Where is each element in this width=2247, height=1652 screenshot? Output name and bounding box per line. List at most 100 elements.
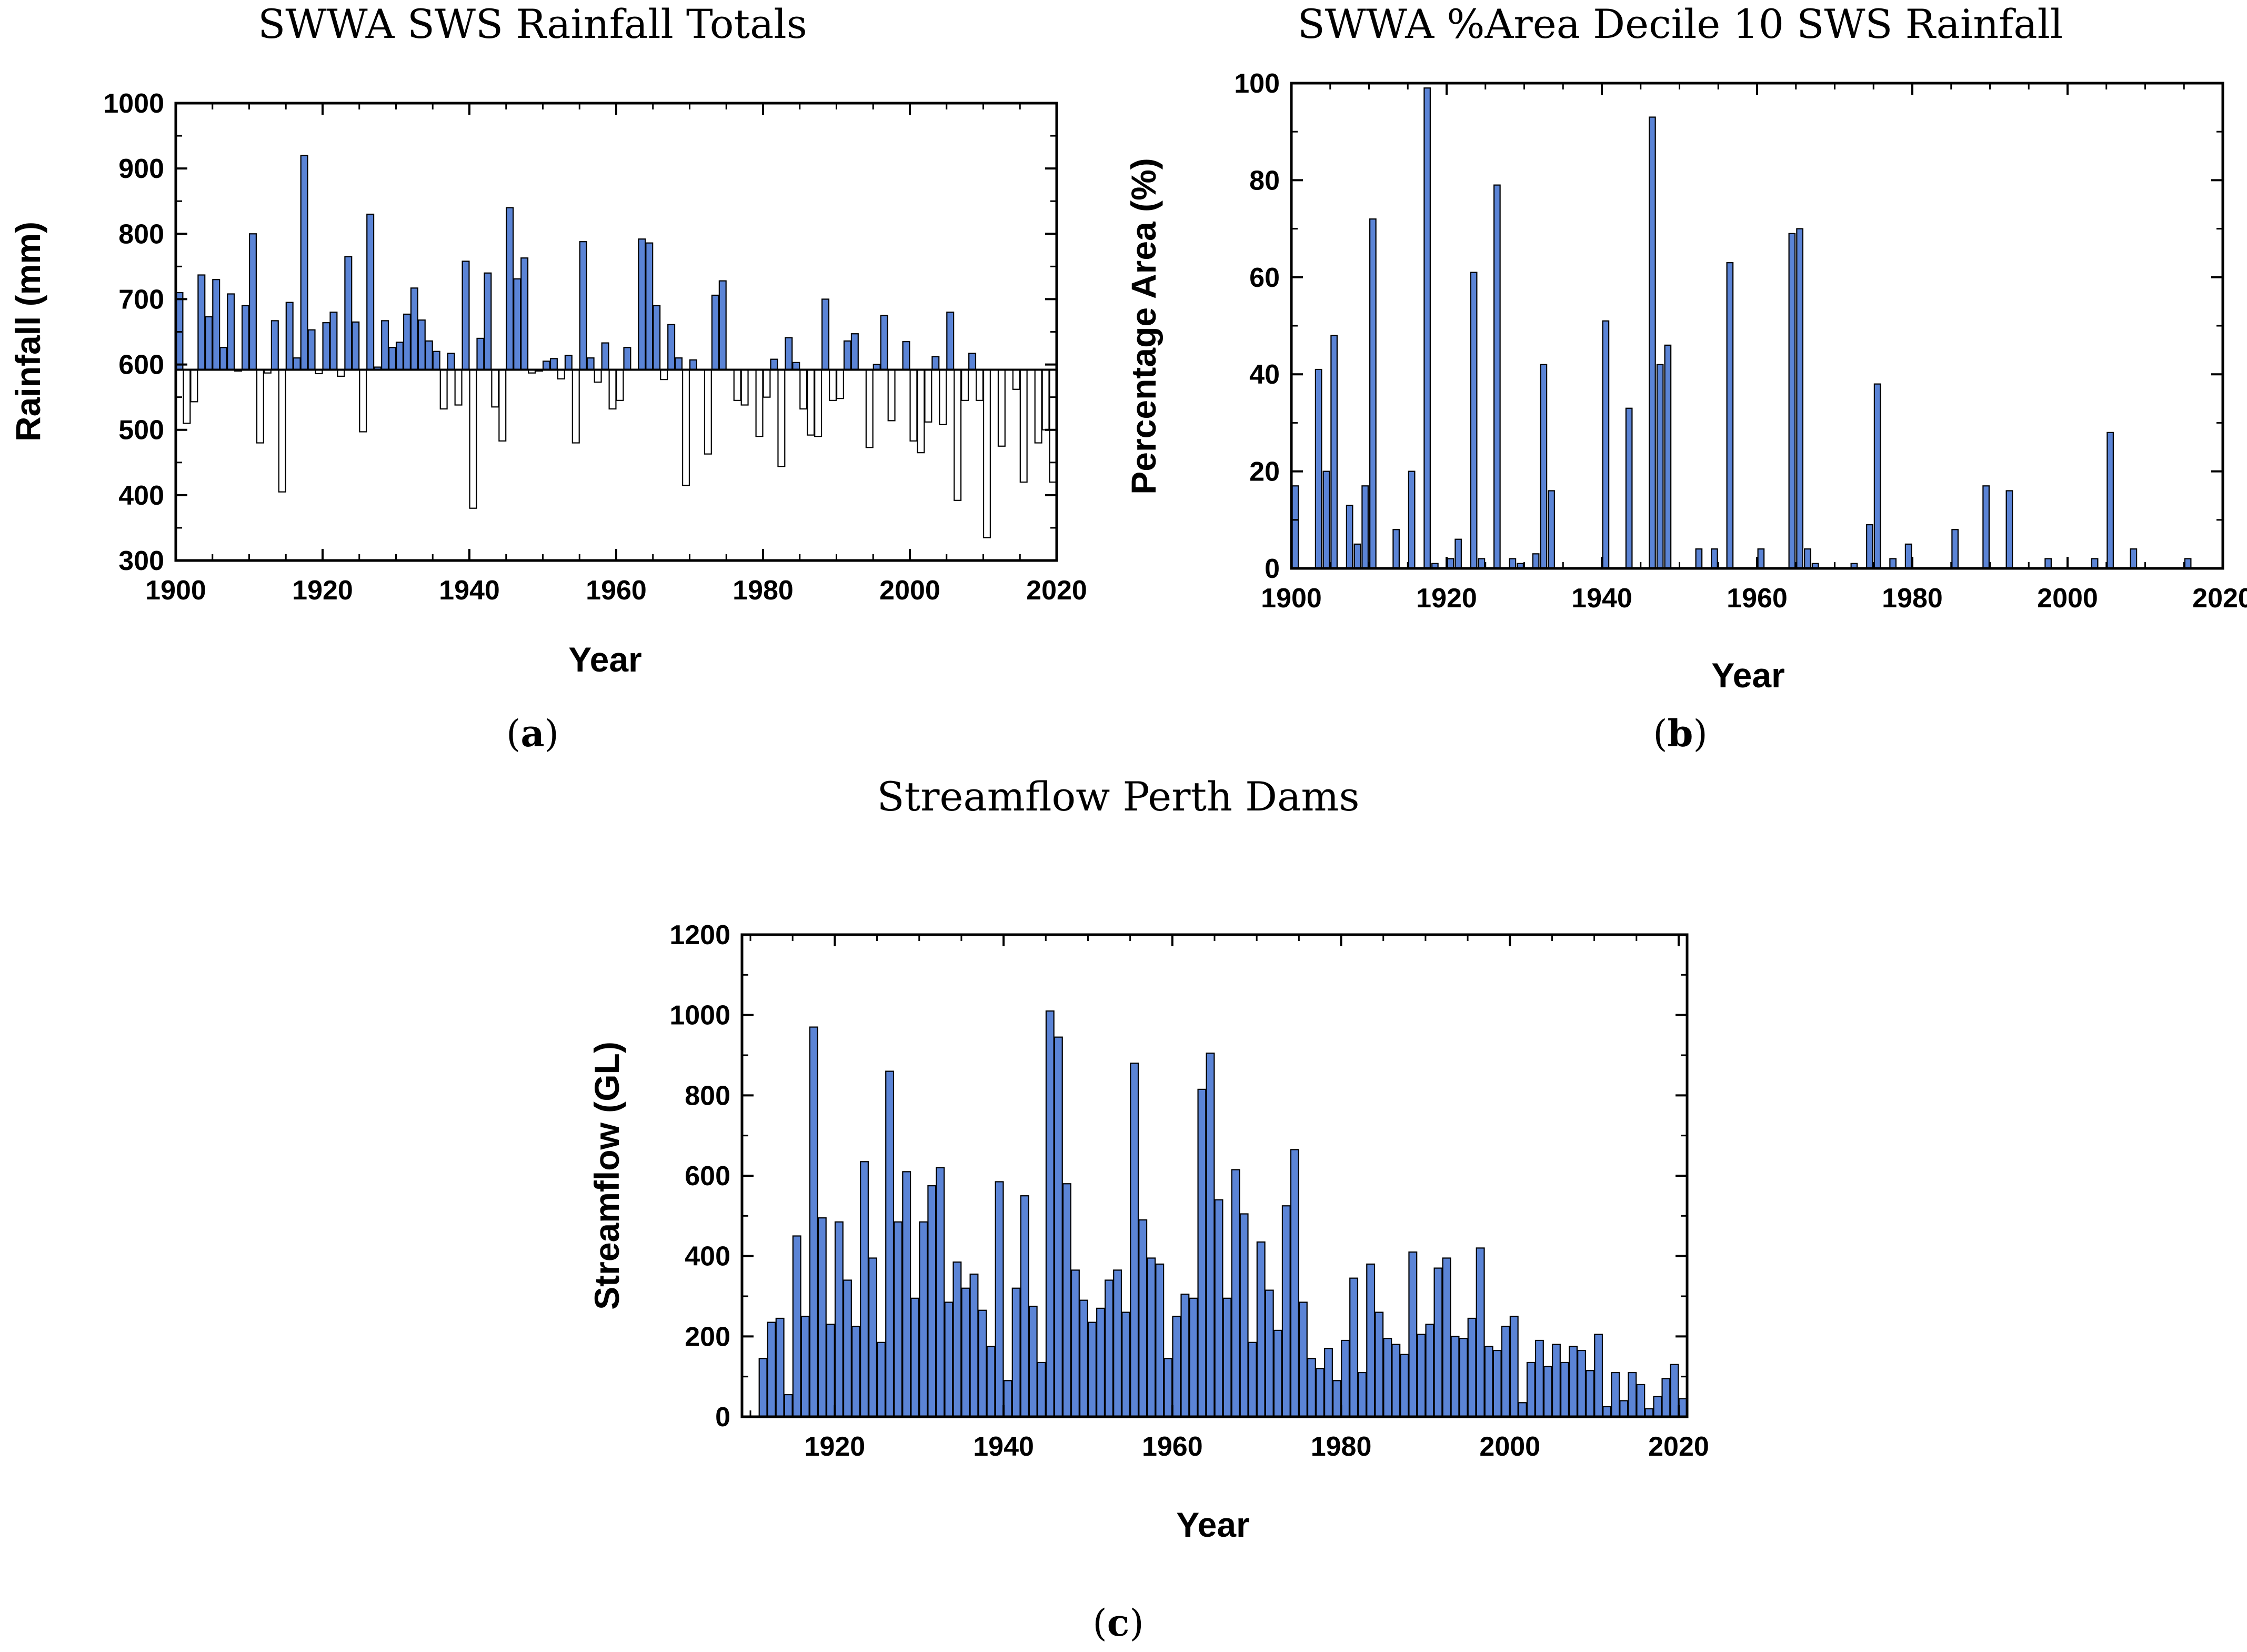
bar-1936 (439, 369, 448, 410)
axis-ticks (1290, 82, 2224, 569)
bar-2005 (946, 312, 955, 371)
bar-1935 (961, 1287, 970, 1418)
y-tick-label: 80 (1249, 165, 1280, 196)
y-tick-label: 400 (118, 480, 164, 511)
y-tick-label: 0 (715, 1402, 730, 1433)
bar-1916 (293, 357, 301, 371)
chart-title: SWWA %Area Decile 10 SWS Rainfall (1298, 1, 2063, 47)
y-tick-labels: 0 20 40 60 80 100 (1234, 68, 1280, 584)
bar-1914 (278, 369, 286, 493)
bar-1987 (814, 369, 822, 437)
x-tick-label: 1960 (1142, 1431, 1203, 1462)
bar-1962 (1189, 1297, 1198, 1418)
bar-1926 (366, 213, 375, 371)
bar-1948 (1664, 344, 1672, 569)
bar-2020 (1678, 1398, 1688, 1418)
bar-1960 (1757, 548, 1765, 569)
bar-1982 (1358, 1371, 1367, 1418)
x-axis-label: Year (1711, 656, 1784, 695)
bar-1980 (763, 369, 771, 398)
y-tick-label: 800 (685, 1080, 730, 1111)
bar-1915 (1408, 470, 1416, 569)
y-tick-label: 40 (1249, 359, 1280, 390)
bar-1926 (1493, 184, 1501, 569)
y-tick-label: 20 (1249, 457, 1280, 487)
x-tick-label: 2000 (879, 575, 940, 606)
bar-1977 (740, 369, 749, 406)
bar-1955 (1130, 1063, 1139, 1418)
bar-1928 (1509, 558, 1517, 569)
bar-1969 (682, 369, 690, 486)
bar-1998 (1492, 1349, 1502, 1418)
bar-1930 (919, 1221, 928, 1418)
y-tick-label: 1200 (669, 920, 730, 950)
bar-1996 (1476, 1247, 1485, 1418)
bar-1929 (388, 347, 397, 371)
panel-caption: (c) (1092, 1601, 1143, 1645)
bar-1979 (1904, 543, 1912, 569)
bar-2001 (1518, 1402, 1527, 1418)
bar-1969 (1248, 1341, 1257, 1418)
bar-1954 (571, 369, 580, 444)
bar-2010 (1594, 1334, 1603, 1418)
bar-1964 (1788, 233, 1796, 569)
x-tick-label: 1920 (805, 1431, 866, 1462)
bar-1977 (1889, 558, 1897, 569)
x-tick-label: 1980 (733, 575, 794, 606)
caption-letter: c (1107, 1601, 1130, 1645)
bar-1957 (1147, 1257, 1156, 1418)
bar-1933 (944, 1301, 954, 1418)
bar-1988 (821, 298, 830, 371)
y-axis-label: Percentage Area (%) (1124, 158, 1163, 494)
bar-1922 (851, 1326, 860, 1418)
bars (758, 1010, 1688, 1418)
bar-1972 (1273, 1329, 1282, 1418)
bar-1964 (645, 242, 654, 371)
chart-title: SWWA SWS Rainfall Totals (258, 1, 807, 47)
bar-1965 (1796, 228, 1803, 569)
bar-1992 (2005, 490, 2013, 569)
bar-1947 (1656, 364, 1664, 569)
bar-1977 (1315, 1368, 1325, 1418)
bar-2018 (1661, 1378, 1671, 1418)
bar-1910 (248, 233, 257, 371)
bar-1974 (718, 280, 727, 371)
bar-1900 (1291, 485, 1299, 569)
bar-1907 (227, 293, 235, 371)
bar-1975 (1298, 1301, 1308, 1418)
bar-1917 (300, 155, 308, 371)
x-tick-label: 1980 (1311, 1431, 1372, 1462)
y-tick-label: 200 (685, 1321, 730, 1352)
bar-1939 (462, 261, 470, 371)
bar-1990 (836, 369, 844, 399)
x-tick-label: 1900 (1261, 583, 1322, 614)
bar-1991 (1433, 1267, 1443, 1418)
bar-1997 (1484, 1346, 1493, 1418)
bar-2008 (968, 353, 977, 371)
bar-1911 (256, 369, 264, 444)
bar-1956 (1726, 262, 1734, 569)
bar-1918 (307, 329, 316, 371)
bar-1991 (843, 340, 851, 371)
bar-1928 (381, 320, 389, 371)
bar-1943 (1625, 407, 1633, 569)
bar-1958 (601, 342, 609, 371)
bar-1992 (1442, 1257, 1451, 1418)
bar-2015 (2184, 558, 2192, 569)
bar-1918 (817, 1217, 827, 1418)
bar-1952 (1105, 1279, 1114, 1418)
bar-1989 (829, 369, 837, 401)
bar-1971 (1265, 1289, 1274, 1418)
panel-b-percentage-area: SWWA %Area Decile 10 SWS Rainfall 0 20 40 6… (1124, 1, 2247, 755)
bar-1904 (205, 316, 213, 371)
bar-1947 (520, 257, 529, 371)
bar-1959 (608, 369, 617, 410)
bars (175, 155, 1057, 538)
bar-1965 (653, 305, 661, 371)
bar-1940 (1003, 1380, 1012, 1418)
bar-1920 (1447, 558, 1454, 569)
bar-1921 (842, 1279, 852, 1418)
y-tick-label: 600 (685, 1161, 730, 1192)
bar-1944 (498, 369, 507, 442)
bar-1960 (616, 369, 624, 401)
